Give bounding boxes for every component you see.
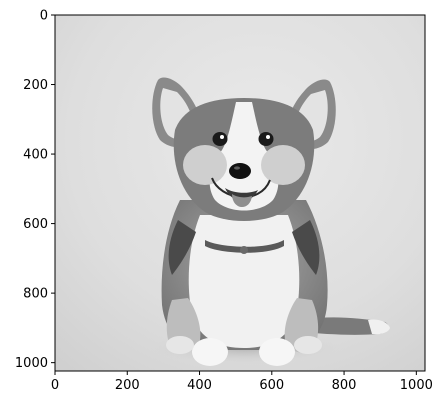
x-tick-label: 0 xyxy=(51,378,59,393)
x-axis: 0 200 400 600 800 1000 xyxy=(51,371,433,393)
y-tick-label: 600 xyxy=(23,217,48,232)
y-tick-label: 0 xyxy=(40,9,48,24)
y-axis: 0 200 400 600 800 1000 xyxy=(15,9,55,371)
plot-frame xyxy=(54,14,426,372)
x-tick-label: 1000 xyxy=(400,378,433,393)
x-tick-label: 600 xyxy=(259,378,284,393)
y-tick-label: 800 xyxy=(23,287,48,302)
image-area xyxy=(55,15,425,371)
y-tick-label: 200 xyxy=(23,78,48,93)
y-tick-label: 1000 xyxy=(15,356,48,371)
x-tick-label: 200 xyxy=(115,378,140,393)
y-tick-label: 400 xyxy=(23,148,48,163)
x-tick-label: 400 xyxy=(187,378,212,393)
x-tick-label: 800 xyxy=(332,378,357,393)
